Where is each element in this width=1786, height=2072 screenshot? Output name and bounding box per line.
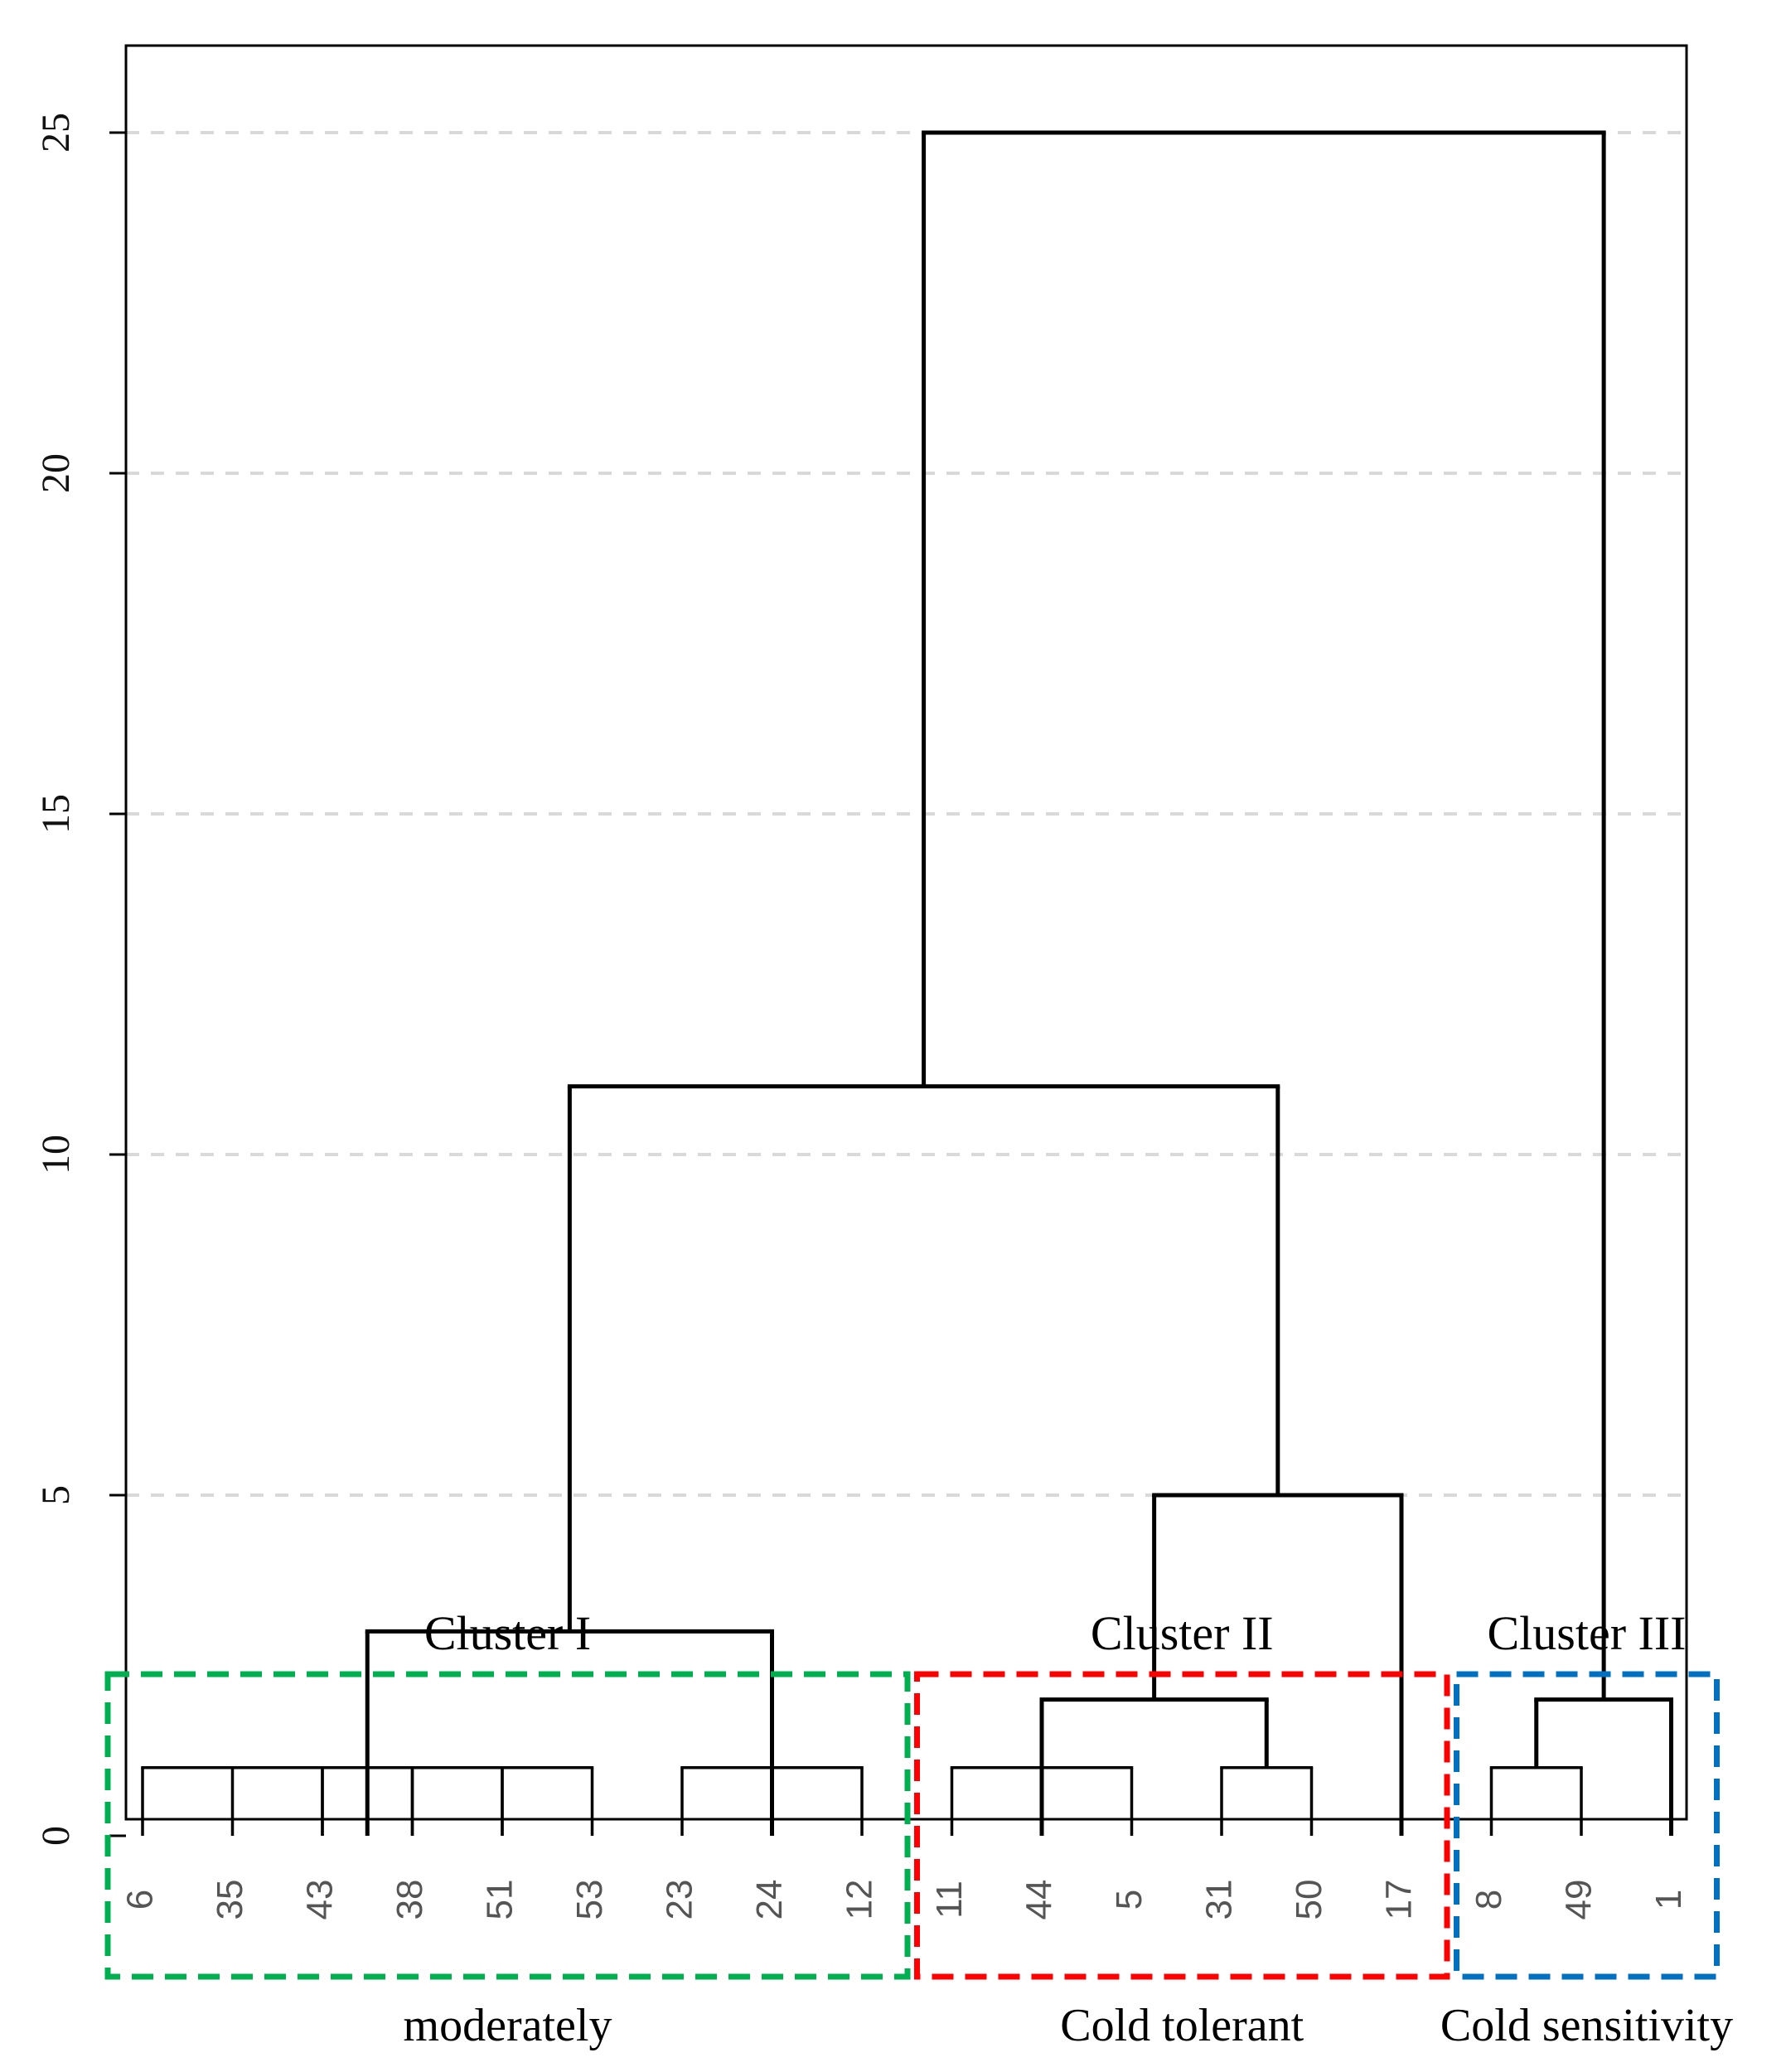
dendrogram-links [141, 130, 1673, 1836]
cluster-label: Cluster III [1488, 1606, 1687, 1660]
y-tick-label: 15 [34, 794, 78, 834]
cluster-box [1454, 1671, 1720, 1980]
leaf-label: 11 [929, 1881, 970, 1919]
y-tick-label: 0 [34, 1826, 78, 1846]
leaf-label: 35 [210, 1880, 250, 1920]
grid-lines [126, 131, 1687, 1497]
cluster-annotations: Cluster I moderately Cluster II Cold tolera… [104, 1606, 1733, 2051]
leaf-labels: 6 35 43 38 51 53 23 24 12 11 44 5 31 50 17 8 49 1 [120, 1880, 1690, 1920]
leaf-label: 24 [749, 1880, 790, 1920]
leaf-label: 1 [1648, 1890, 1689, 1910]
leaf-label: 44 [1019, 1880, 1060, 1920]
leaf-label: 6 [120, 1890, 161, 1910]
leaf-label: 49 [1559, 1880, 1600, 1920]
leaf-label: 38 [390, 1880, 430, 1920]
leaf-label: 12 [840, 1880, 880, 1920]
leaf-label: 43 [300, 1880, 341, 1920]
leaf-label: 5 [1109, 1890, 1150, 1910]
leaf-label: 31 [1199, 1880, 1240, 1920]
plot-frame [124, 44, 1688, 1821]
leaf-label: 51 [480, 1880, 520, 1920]
y-tick-label: 10 [34, 1135, 78, 1174]
leaf-label: 50 [1289, 1880, 1329, 1920]
cluster-label: Cluster I [424, 1606, 591, 1660]
group-label: moderately [404, 2000, 612, 2051]
leaf-label: 8 [1469, 1890, 1509, 1910]
group-label: Cold tolerant [1060, 2000, 1304, 2051]
cluster-box [914, 1671, 1450, 1980]
leaf-label: 17 [1379, 1880, 1420, 1920]
leaf-label: 53 [569, 1880, 610, 1920]
group-label: Cold sensitivity [1440, 2000, 1733, 2051]
y-axis: 0 5 10 15 20 25 [34, 113, 126, 1846]
cluster-box [104, 1671, 911, 1980]
y-tick-label: 5 [34, 1485, 78, 1505]
y-tick-label: 25 [34, 113, 78, 152]
leaf-label: 23 [660, 1880, 700, 1920]
cluster-label: Cluster II [1091, 1606, 1274, 1660]
y-tick-label: 20 [34, 453, 78, 493]
